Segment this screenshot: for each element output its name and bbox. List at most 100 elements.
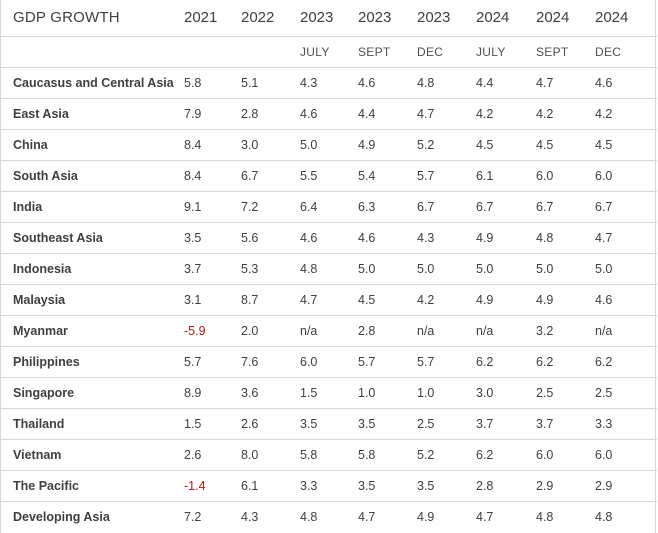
table-cell-value: 5.6 xyxy=(241,221,300,253)
row-label: Thailand xyxy=(1,407,184,439)
table-cell-value: 6.7 xyxy=(241,159,300,191)
column-year-header: 2024 xyxy=(536,9,570,27)
table-cell-value: 7.9 xyxy=(184,97,241,129)
table-row: Singapore 8.9 3.6 1.5 1.0 1.0 3.0 2.5 2.5 xyxy=(1,376,657,408)
table-cell-value: 2.5 xyxy=(595,376,657,408)
table-cell-value: 5.7 xyxy=(184,345,241,377)
row-label: Vietnam xyxy=(1,438,184,470)
table-cell-value: 1.5 xyxy=(184,407,241,439)
table-row: Thailand 1.5 2.6 3.5 3.5 2.5 3.7 3.7 3.3 xyxy=(1,407,657,439)
row-label: Indonesia xyxy=(1,252,184,284)
table-cell-value: 6.2 xyxy=(476,438,536,470)
table-cell-value: 6.7 xyxy=(476,190,536,222)
table-cell-value: 8.4 xyxy=(184,128,241,160)
table-cell-value: 5.0 xyxy=(300,128,358,160)
table-cell-value: 5.0 xyxy=(358,252,417,284)
column-year-header: 2022 xyxy=(241,9,275,27)
table-cell-value: 4.3 xyxy=(417,221,476,253)
row-label: Myanmar xyxy=(1,314,184,346)
table-cell-value: 4.2 xyxy=(417,283,476,315)
table-cell-value: 5.3 xyxy=(241,252,300,284)
table-cell-value: 4.6 xyxy=(300,97,358,129)
table-cell-value: 5.8 xyxy=(300,438,358,470)
table-cell-value: 2.9 xyxy=(595,469,657,501)
table-cell-value: 4.7 xyxy=(417,97,476,129)
column-month-header xyxy=(241,35,300,67)
table-cell-value: 4.9 xyxy=(358,128,417,160)
table-row: Indonesia 3.7 5.3 4.8 5.0 5.0 5.0 5.0 5.0 xyxy=(1,252,657,284)
table-row: East Asia 7.9 2.8 4.6 4.4 4.7 4.2 4.2 4.2 xyxy=(1,97,657,129)
table-cell-value: 4.6 xyxy=(300,221,358,253)
column-month-header: DEC xyxy=(595,35,657,67)
column-year-header: 2024 xyxy=(476,9,510,27)
column-year-header: 2023 xyxy=(300,9,334,27)
table-cell-value: 5.8 xyxy=(358,438,417,470)
table-cell-value: 4.6 xyxy=(358,66,417,98)
table-cell-value: 2.5 xyxy=(536,376,595,408)
row-label: China xyxy=(1,128,184,160)
table-body: Caucasus and Central Asia 5.8 5.1 4.3 4.6 4.8… xyxy=(1,66,657,532)
table-cell-value: 4.6 xyxy=(358,221,417,253)
table-cell-value: 4.9 xyxy=(476,221,536,253)
row-label: East Asia xyxy=(1,97,184,129)
table-cell-value: 4.9 xyxy=(476,283,536,315)
table-cell-value: 4.4 xyxy=(358,97,417,129)
table-cell-value: 3.3 xyxy=(300,469,358,501)
column-month-header: DEC xyxy=(417,35,476,67)
table-cell-value: 5.2 xyxy=(417,128,476,160)
table-cell-value: 3.5 xyxy=(300,407,358,439)
table-cell-value: 3.5 xyxy=(358,407,417,439)
table-cell-value: 2.8 xyxy=(358,314,417,346)
table-cell-value: 8.4 xyxy=(184,159,241,191)
table-cell-value: 6.4 xyxy=(300,190,358,222)
table-cell-value: 7.2 xyxy=(184,500,241,532)
column-month-header: JULY xyxy=(300,35,358,67)
table-cell-value: 6.2 xyxy=(476,345,536,377)
table-cell-value: n/a xyxy=(595,314,657,346)
table-cell-value: 5.0 xyxy=(476,252,536,284)
table-row: Developing Asia 7.2 4.3 4.8 4.7 4.9 4.7 4.8 4.8 xyxy=(1,500,657,532)
table-cell-value: 4.5 xyxy=(595,128,657,160)
column-year-header: 2024 xyxy=(595,9,629,27)
table-cell-value: 3.1 xyxy=(184,283,241,315)
table-cell-value: 3.3 xyxy=(595,407,657,439)
table-cell-value: 4.7 xyxy=(358,500,417,532)
table-cell-value: 5.1 xyxy=(241,66,300,98)
table-cell-value: 2.5 xyxy=(417,407,476,439)
table-cell-value: 3.0 xyxy=(476,376,536,408)
table-cell-value: 5.4 xyxy=(358,159,417,191)
column-month-header xyxy=(184,35,241,67)
table-row: Myanmar -5.9 2.0 n/a 2.8 n/a n/a 3.2 n/a xyxy=(1,314,657,346)
table-cell-value: 3.6 xyxy=(241,376,300,408)
table-cell-value: 4.2 xyxy=(536,97,595,129)
table-cell-value: 4.9 xyxy=(417,500,476,532)
table-cell-value: 6.0 xyxy=(536,438,595,470)
table-cell-value: 3.7 xyxy=(476,407,536,439)
table-cell-value: 3.5 xyxy=(184,221,241,253)
table-cell-value: 3.7 xyxy=(536,407,595,439)
column-month-header: SEPT xyxy=(358,35,417,67)
table-cell-value: 7.6 xyxy=(241,345,300,377)
table-cell-value: 4.2 xyxy=(476,97,536,129)
table-row: South Asia 8.4 6.7 5.5 5.4 5.7 6.1 6.0 6.0 xyxy=(1,159,657,191)
table-cell-value: 4.2 xyxy=(595,97,657,129)
table-cell-value: 3.5 xyxy=(417,469,476,501)
table-cell-value: -5.9 xyxy=(184,314,241,346)
row-label: Malaysia xyxy=(1,283,184,315)
table-cell-value: 6.0 xyxy=(536,159,595,191)
table-cell-value: 4.8 xyxy=(595,500,657,532)
table-cell-value: 3.0 xyxy=(241,128,300,160)
table-cell-value: 5.0 xyxy=(595,252,657,284)
table-cell-value: -1.4 xyxy=(184,469,241,501)
table-cell-value: 6.2 xyxy=(536,345,595,377)
table-cell-value: 2.8 xyxy=(241,97,300,129)
table-cell-value: 6.1 xyxy=(241,469,300,501)
table-cell-value: 5.8 xyxy=(184,66,241,98)
row-label: Caucasus and Central Asia xyxy=(1,66,184,98)
table-cell-value: 4.8 xyxy=(300,252,358,284)
table-cell-value: 8.0 xyxy=(241,438,300,470)
table-cell-value: 6.1 xyxy=(476,159,536,191)
table-cell-value: 5.0 xyxy=(417,252,476,284)
